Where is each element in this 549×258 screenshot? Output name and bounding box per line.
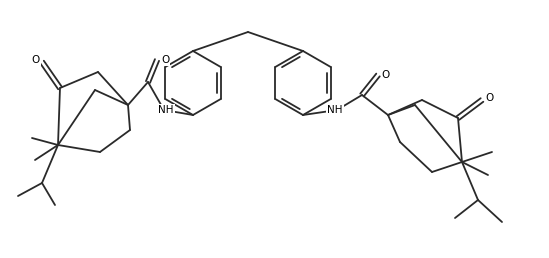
Text: O: O: [382, 70, 390, 80]
Text: O: O: [161, 55, 169, 65]
Text: NH: NH: [327, 105, 343, 115]
Text: O: O: [486, 93, 494, 103]
Text: NH: NH: [158, 105, 173, 115]
Text: O: O: [32, 55, 40, 65]
